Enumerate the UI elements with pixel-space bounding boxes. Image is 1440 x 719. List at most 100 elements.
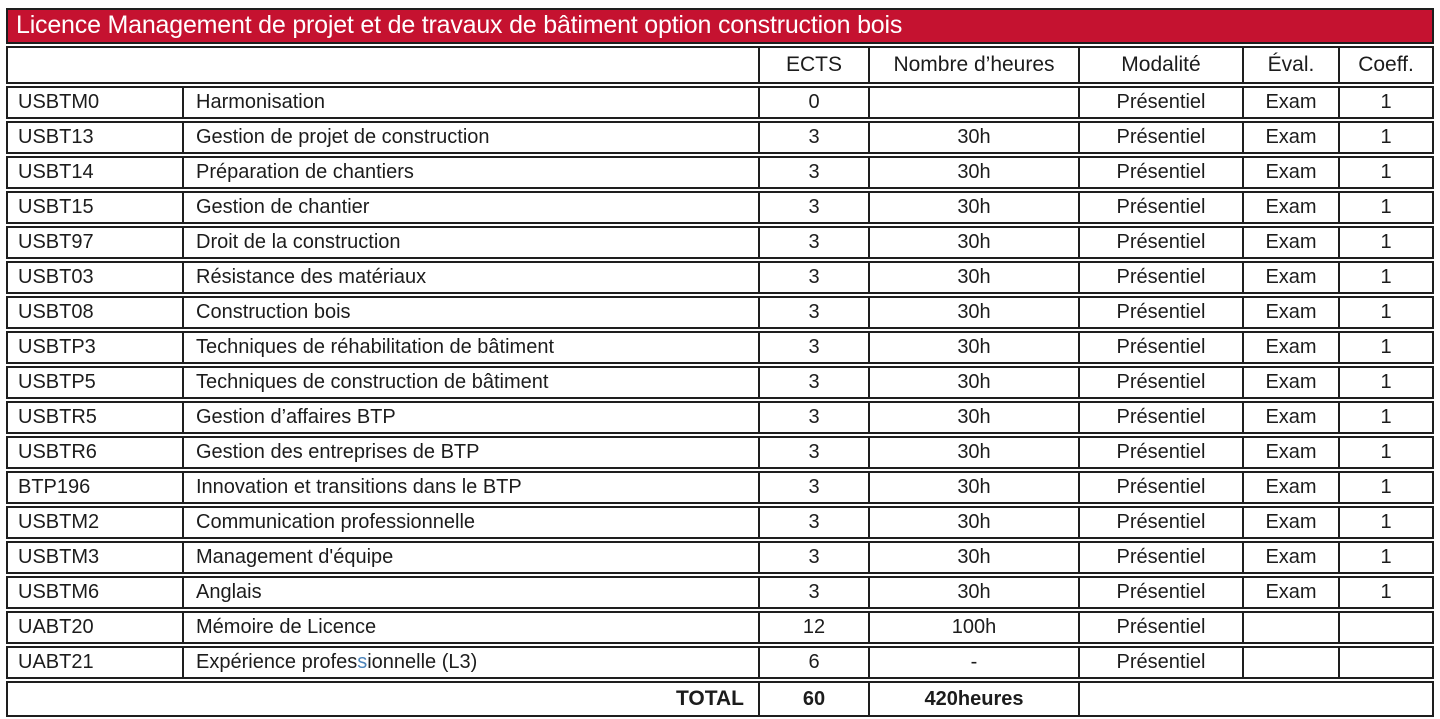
column-header-coeff: Coeff. — [1340, 46, 1435, 84]
course-code-cell: UABT21 — [6, 646, 184, 679]
course-name-cell: Innovation et transitions dans le BTP — [184, 471, 760, 504]
table-row: USBT03 Résistance des matériaux 3 30h Présen… — [6, 261, 1435, 294]
course-name-cell: Gestion d’affaires BTP — [184, 401, 760, 434]
coeff-cell: 1 — [1340, 86, 1435, 119]
total-label: TOTAL — [6, 681, 760, 717]
ects-cell: 6 — [760, 646, 870, 679]
hours-cell: 30h — [870, 436, 1080, 469]
course-code-cell: USBT14 — [6, 156, 184, 189]
hours-cell: 30h — [870, 261, 1080, 294]
modality-cell: Présentiel — [1080, 576, 1244, 609]
table-row: USBTR5 Gestion d’affaires BTP 3 30h Présenti… — [6, 401, 1435, 434]
column-header-ects: ECTS — [760, 46, 870, 84]
header-spacer-cell — [6, 46, 760, 84]
eval-cell: Exam — [1244, 86, 1340, 119]
modality-cell: Présentiel — [1080, 156, 1244, 189]
course-name-cell: Gestion des entreprises de BTP — [184, 436, 760, 469]
eval-cell — [1244, 646, 1340, 679]
coeff-cell: 1 — [1340, 366, 1435, 399]
course-name-cell: Résistance des matériaux — [184, 261, 760, 294]
hours-cell: 30h — [870, 471, 1080, 504]
modality-cell: Présentiel — [1080, 506, 1244, 539]
course-name-cell: Préparation de chantiers — [184, 156, 760, 189]
modality-cell: Présentiel — [1080, 471, 1244, 504]
course-code-cell: USBTM6 — [6, 576, 184, 609]
coeff-cell: 1 — [1340, 191, 1435, 224]
ects-cell: 3 — [760, 576, 870, 609]
hours-cell: - — [870, 646, 1080, 679]
hours-cell: 30h — [870, 226, 1080, 259]
ects-cell: 3 — [760, 226, 870, 259]
ects-cell: 3 — [760, 156, 870, 189]
course-name-cell: Gestion de chantier — [184, 191, 760, 224]
course-code-cell: USBTM0 — [6, 86, 184, 119]
coeff-cell: 1 — [1340, 261, 1435, 294]
hours-cell: 30h — [870, 121, 1080, 154]
eval-cell: Exam — [1244, 156, 1340, 189]
column-header-hours: Nombre d’heures — [870, 46, 1080, 84]
table-row: USBT08 Construction bois 3 30h Présentiel Exa… — [6, 296, 1435, 329]
hours-cell: 100h — [870, 611, 1080, 644]
hours-cell: 30h — [870, 191, 1080, 224]
eval-cell: Exam — [1244, 261, 1340, 294]
ects-cell: 3 — [760, 121, 870, 154]
ects-cell: 3 — [760, 436, 870, 469]
modality-cell: Présentiel — [1080, 401, 1244, 434]
ects-cell: 3 — [760, 261, 870, 294]
eval-cell: Exam — [1244, 436, 1340, 469]
page-title: Licence Management de projet et de trava… — [6, 8, 1435, 44]
coeff-cell: 1 — [1340, 156, 1435, 189]
table-row: USBT13 Gestion de projet de construction 3… — [6, 121, 1435, 154]
course-name-cell: Mémoire de Licence — [184, 611, 760, 644]
modality-cell: Présentiel — [1080, 226, 1244, 259]
course-name-cell: Techniques de construction de bâtiment — [184, 366, 760, 399]
course-code-cell: USBT13 — [6, 121, 184, 154]
coeff-cell: 1 — [1340, 506, 1435, 539]
course-name-cell: Management d'équipe — [184, 541, 760, 574]
modality-cell: Présentiel — [1080, 86, 1244, 119]
ects-cell: 3 — [760, 506, 870, 539]
table-row: USBTM2 Communication professionnelle 3 30h P… — [6, 506, 1435, 539]
table-row: USBT15 Gestion de chantier 3 30h Présentiel E… — [6, 191, 1435, 224]
course-rows: USBTM0 Harmonisation 0 Présentiel Exam 1 USBT1… — [6, 86, 1435, 679]
eval-cell: Exam — [1244, 471, 1340, 504]
ects-cell: 3 — [760, 471, 870, 504]
course-name-cell: Anglais — [184, 576, 760, 609]
ects-cell: 3 — [760, 541, 870, 574]
eval-cell: Exam — [1244, 576, 1340, 609]
course-code-cell: BTP196 — [6, 471, 184, 504]
eval-cell: Exam — [1244, 226, 1340, 259]
hours-cell: 30h — [870, 541, 1080, 574]
blue-letter-artifact: s — [357, 651, 368, 673]
table-row: USBT14 Préparation de chantiers 3 30h Présen… — [6, 156, 1435, 189]
eval-cell: Exam — [1244, 541, 1340, 574]
course-name-cell: Droit de la construction — [184, 226, 760, 259]
ects-cell: 0 — [760, 86, 870, 119]
modality-cell: Présentiel — [1080, 261, 1244, 294]
coeff-cell: 1 — [1340, 401, 1435, 434]
coeff-cell: 1 — [1340, 296, 1435, 329]
table-row: UABT21 Expérience professionnelle (L3) 6- P… — [6, 646, 1435, 679]
modality-cell: Présentiel — [1080, 646, 1244, 679]
course-code-cell: UABT20 — [6, 611, 184, 644]
course-name-cell: Harmonisation — [184, 86, 760, 119]
hours-cell: 30h — [870, 331, 1080, 364]
course-code-cell: USBT15 — [6, 191, 184, 224]
title-row: Licence Management de projet et de trava… — [6, 8, 1435, 44]
total-hours: 420heures — [870, 681, 1080, 717]
modality-cell: Présentiel — [1080, 121, 1244, 154]
eval-cell: Exam — [1244, 366, 1340, 399]
table-row: BTP196 Innovation et transitions dans le … — [6, 471, 1435, 504]
ects-cell: 3 — [760, 296, 870, 329]
ects-cell: 3 — [760, 191, 870, 224]
course-name-cell: Expérience professionnelle (L3) — [184, 646, 760, 679]
hours-cell: 30h — [870, 506, 1080, 539]
modality-cell: Présentiel — [1080, 331, 1244, 364]
table-row: USBTM0 Harmonisation 0 Présentiel Exam 1 — [6, 86, 1435, 119]
hours-cell: 30h — [870, 366, 1080, 399]
hours-cell: 30h — [870, 296, 1080, 329]
table-row: UABT20 Mémoire de Licence 12 100h Présentiel — [6, 611, 1435, 644]
course-name-cell: Techniques de réhabilitation de bâtiment — [184, 331, 760, 364]
column-header-row: ECTS Nombre d’heures Modalité Éval. Coef… — [6, 46, 1435, 84]
modality-cell: Présentiel — [1080, 296, 1244, 329]
